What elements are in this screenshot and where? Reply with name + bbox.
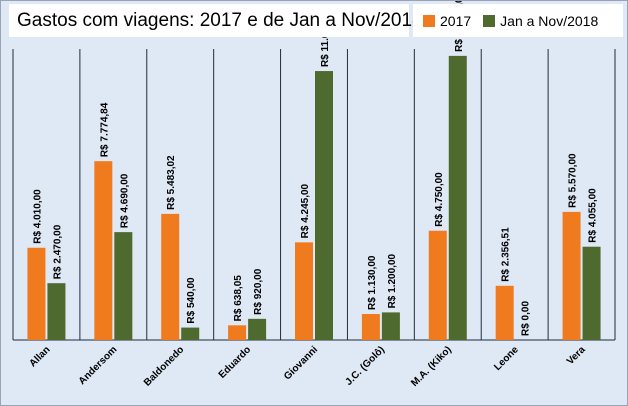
- legend-item-2018: Jan a Nov/2018: [483, 13, 598, 29]
- legend-swatch-2017: [423, 14, 435, 27]
- data-label: R$ 5.570,00: [568, 153, 579, 208]
- data-label: R$ 7.774,84: [99, 102, 110, 157]
- data-label: R$ 4.750,00: [434, 172, 445, 227]
- data-label: R$ 4.245,00: [300, 183, 311, 238]
- category-label: Giovanni: [282, 344, 320, 382]
- bar-2018: [47, 283, 66, 340]
- bar-2018: [582, 246, 601, 340]
- bar-2018: [181, 327, 200, 340]
- data-label: R$ 1.200,00: [387, 253, 398, 308]
- data-label: R$ 11.693,00: [320, 7, 331, 67]
- legend-label-2017: 2017: [440, 12, 472, 29]
- data-label: R$ 920,00: [253, 268, 264, 315]
- bar-2018: [315, 71, 333, 340]
- legend: 2017 Jan a Nov/2018: [413, 4, 623, 37]
- data-label: R$ 4.055,00: [588, 188, 599, 243]
- bar-2018: [381, 312, 400, 340]
- legend-item-2017: 2017: [423, 13, 471, 29]
- legend-label-2018: Jan a Nov/2018: [500, 12, 599, 29]
- bar-2017: [161, 213, 180, 340]
- bar-2017: [27, 247, 46, 340]
- chart-title: Gastos com viagens: 2017 e de Jan a Nov/…: [9, 4, 423, 37]
- bar-2017: [94, 161, 113, 340]
- category-label: Andersom: [77, 344, 120, 387]
- data-label: R$ 0,00: [521, 301, 532, 336]
- data-label: R$ 540,00: [186, 277, 197, 324]
- category-label: Allan: [27, 344, 52, 369]
- data-label: R$ 2.470,00: [52, 224, 63, 279]
- category-label: Baldonedo: [142, 344, 186, 388]
- bar-2018: [448, 55, 467, 340]
- data-label: R$ 638,05: [233, 275, 244, 322]
- category-label: M.A. (Kiko): [409, 344, 454, 389]
- category-label: Vera: [565, 344, 588, 367]
- bar-2018: [114, 232, 133, 340]
- bar-2017: [495, 285, 514, 340]
- bar-2017: [361, 314, 380, 340]
- data-label: R$ 5.483,02: [166, 155, 177, 210]
- legend-swatch-2018: [483, 14, 496, 27]
- category-label: Leone: [492, 344, 521, 373]
- data-label: R$ 1.130,00: [367, 255, 378, 310]
- data-label: R$ 4.010,00: [32, 189, 43, 244]
- bar-2017: [228, 325, 247, 340]
- bar-2018: [248, 318, 267, 340]
- data-label: R$ 2.356,51: [501, 227, 512, 282]
- data-label: R$ 4.690,00: [119, 173, 130, 228]
- bar-2017: [562, 211, 581, 340]
- bar-2017: [295, 242, 313, 340]
- category-label: Eduardo: [217, 344, 253, 380]
- category-label: J.C. (Golô): [343, 344, 387, 388]
- bar-2017: [428, 230, 447, 340]
